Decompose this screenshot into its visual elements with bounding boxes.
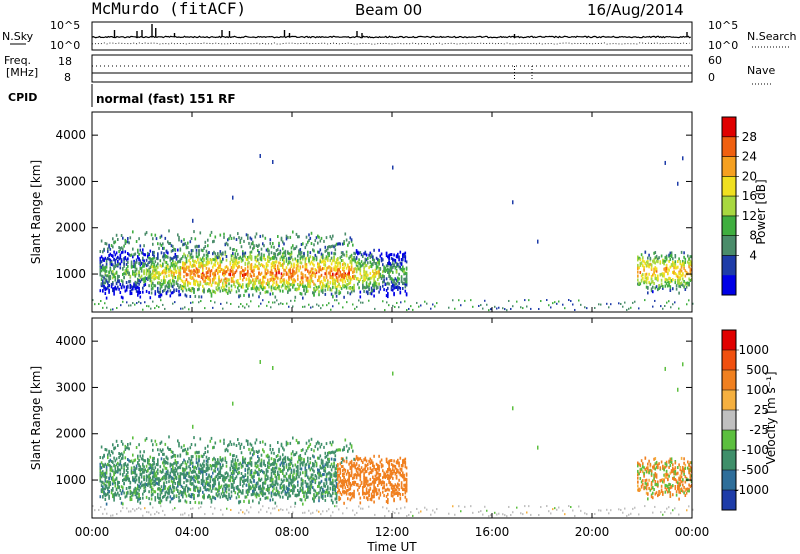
colorbar-tick: 25 <box>754 403 769 417</box>
x-tick-label: 16:00 <box>475 525 510 539</box>
nsky-trace <box>91 24 692 45</box>
colorbar-swatch <box>722 235 736 256</box>
freq-panel-frame <box>91 54 693 83</box>
x-tick-label: 20:00 <box>575 525 610 539</box>
colorbar-tick: 20 <box>742 169 757 183</box>
colorbar-swatch <box>722 450 736 471</box>
colorbar-swatch <box>722 350 736 371</box>
power-scatter <box>92 153 694 312</box>
colorbar-swatch <box>722 410 736 431</box>
colorbar-swatch <box>722 430 736 451</box>
colorbar-tick: 28 <box>742 130 757 144</box>
colorbar-tick: 8 <box>749 229 757 243</box>
y-tick-label: 3000 <box>55 380 86 394</box>
nave-label: Nave <box>747 64 775 77</box>
x-axis-label: Time UT <box>366 540 417 554</box>
nsky-panel-frame <box>91 21 693 51</box>
x-tick-label: 00:00 <box>75 525 110 539</box>
y-tick-label: 1000 <box>55 267 86 281</box>
colorbar-swatch <box>722 370 736 391</box>
freq-trace <box>92 65 692 80</box>
nsearch-tick-bottom: 10^0 <box>708 39 738 52</box>
x-axis-ticks: 00:00 04:00 08:00 12:00 16:00 20:00 00:00 <box>75 112 710 539</box>
y-tick-label: 3000 <box>55 174 86 188</box>
cpid-value: normal (fast) 151 RF <box>96 92 236 106</box>
velocity-colorbar: 1000 500 100 25 -25 -100 -500 -1000 <box>721 329 769 511</box>
colorbar-tick: 1000 <box>738 343 769 357</box>
y-tick-label: 2000 <box>55 427 86 441</box>
colorbar-tick: -1000 <box>734 483 769 497</box>
colorbar-swatch <box>722 117 736 138</box>
station-title: McMurdo (fitACF) <box>92 0 246 18</box>
colorbar-swatch <box>722 490 736 511</box>
colorbar-tick: 24 <box>742 150 757 164</box>
nsky-tick-top: 10^5 <box>50 19 80 32</box>
power-colorbar: 28 24 20 16 12 8 4 <box>721 116 757 296</box>
colorbar-tick: 4 <box>749 248 757 262</box>
colorbar-swatch <box>722 196 736 217</box>
colorbar-tick: 100 <box>746 383 769 397</box>
colorbar-swatch <box>722 136 736 158</box>
power-ylabel: Slant Range [km] <box>29 160 43 264</box>
freq-unit-label: [MHz] <box>6 66 38 79</box>
colorbar-tick: -100 <box>742 443 769 457</box>
x-tick-label: 00:00 <box>675 525 710 539</box>
velocity-y-ticks: 4000 3000 2000 1000 <box>55 334 692 487</box>
freq-tick-bottom: 8 <box>64 71 71 84</box>
cpid-label: CPID <box>8 91 37 104</box>
y-tick-label: 4000 <box>55 334 86 348</box>
colorbar-tick: -25 <box>749 423 769 437</box>
colorbar-swatch <box>722 156 736 177</box>
nsky-label: N.Sky <box>2 30 34 43</box>
colorbar-swatch <box>722 390 736 411</box>
y-tick-label: 2000 <box>55 221 86 235</box>
colorbar-swatch <box>722 470 736 491</box>
colorbar-tick: 16 <box>742 189 757 203</box>
nsearch-label: N.Search <box>747 30 797 43</box>
colorbar-swatch <box>722 330 736 351</box>
nsearch-tick-top: 10^5 <box>708 19 738 32</box>
x-tick-label: 08:00 <box>275 525 310 539</box>
nave-tick-bottom: 0 <box>708 71 715 84</box>
freq-tick-top: 18 <box>58 55 72 68</box>
colorbar-tick: 12 <box>742 209 757 223</box>
colorbar-swatch <box>722 255 736 276</box>
freq-label: Freq. <box>4 54 31 67</box>
date-title: 16/Aug/2014 <box>587 1 684 19</box>
velocity-cbar-label: Velocity [m s⁻¹] <box>764 371 778 464</box>
colorbar-swatch <box>722 275 736 296</box>
x-tick-label: 12:00 <box>375 525 410 539</box>
power-cbar-label: Power [dB] <box>754 179 768 244</box>
beam-title: Beam 00 <box>355 1 422 19</box>
velocity-scatter <box>92 359 694 518</box>
x-tick-label: 04:00 <box>175 525 210 539</box>
colorbar-tick: 500 <box>746 363 769 377</box>
power-y-ticks: 4000 3000 2000 1000 <box>55 128 692 281</box>
colorbar-swatch <box>722 215 736 237</box>
y-tick-label: 4000 <box>55 128 86 142</box>
velocity-ylabel: Slant Range [km] <box>29 366 43 470</box>
nsky-tick-bottom: 10^0 <box>50 39 80 52</box>
y-tick-label: 1000 <box>55 473 86 487</box>
colorbar-swatch <box>722 176 736 197</box>
colorbar-tick: -500 <box>742 463 769 477</box>
nave-tick-top: 60 <box>708 54 722 67</box>
